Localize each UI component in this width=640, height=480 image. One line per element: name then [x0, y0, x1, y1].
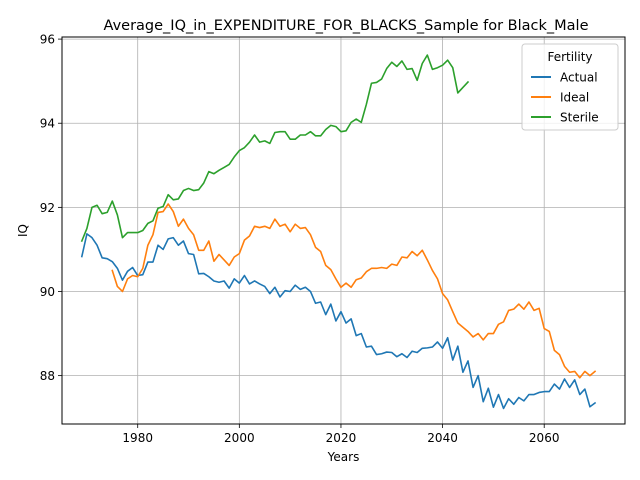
- x-tick-label: 2000: [224, 431, 255, 445]
- x-tick-label: 2040: [427, 431, 458, 445]
- x-axis-label: Years: [327, 450, 360, 464]
- y-tick-label: 92: [40, 201, 55, 215]
- ticks: 1980 2000 2020 2040 2060 88 90 92 94 96: [40, 33, 560, 445]
- y-tick-label: 96: [40, 33, 55, 47]
- series-line-sterile: [80, 54, 470, 243]
- series-layer: [80, 54, 597, 410]
- x-tick-label: 1980: [122, 431, 153, 445]
- y-tick-label: 90: [40, 285, 55, 299]
- x-tick-label: 2020: [326, 431, 357, 445]
- legend-title: Fertility: [547, 50, 592, 64]
- plot-frame: [61, 36, 626, 425]
- y-tick-label: 88: [40, 369, 55, 383]
- series-line-ideal: [111, 203, 597, 379]
- legend-label-actual: Actual: [560, 71, 598, 85]
- y-tick-label: 94: [40, 117, 55, 131]
- y-axis-label: IQ: [16, 224, 30, 237]
- chart-title: Average_IQ_in_EXPENDITURE_FOR_BLACKS_Sam…: [104, 18, 589, 34]
- series-line-actual: [80, 233, 597, 410]
- x-tick-label: 2060: [529, 431, 560, 445]
- legend-label-ideal: Ideal: [560, 91, 589, 105]
- legend: Fertility Actual Ideal Sterile: [521, 43, 619, 131]
- grid: [62, 37, 625, 424]
- legend-label-sterile: Sterile: [560, 111, 599, 125]
- legend-box: [521, 43, 619, 131]
